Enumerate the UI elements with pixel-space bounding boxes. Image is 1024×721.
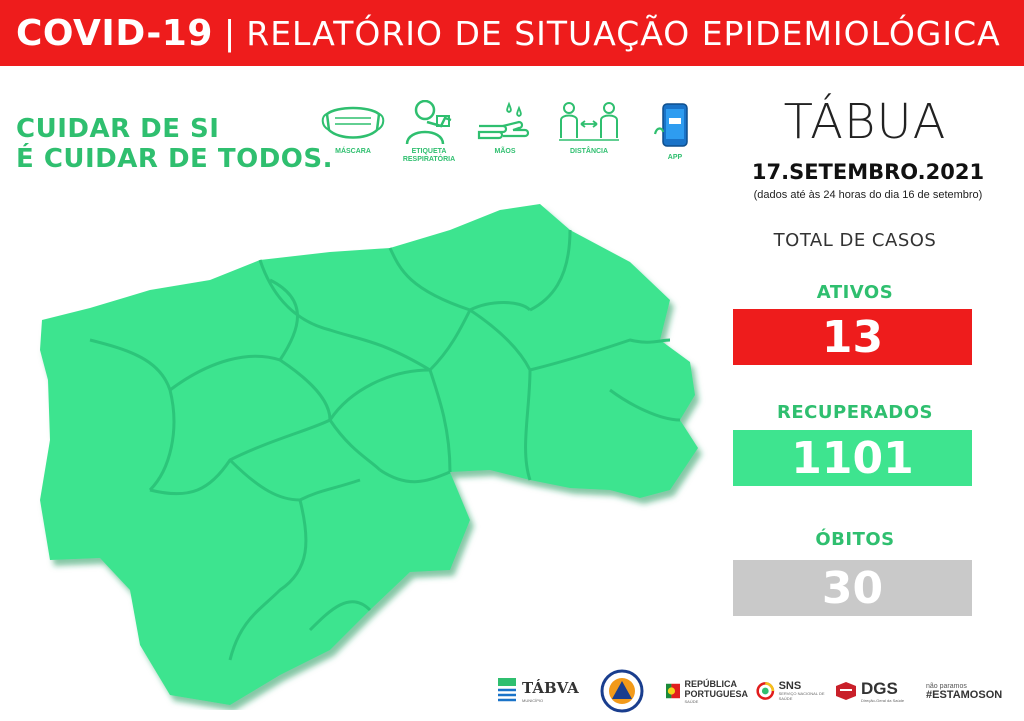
- mask-label: MÁSCARA: [335, 148, 371, 155]
- respiratory-etiquette-icon: [405, 100, 452, 145]
- recovered-value-box: 1101: [733, 430, 972, 486]
- tabua-emblem-icon: [498, 678, 516, 702]
- header-title-report: RELATÓRIO DE SITUAÇÃO EPIDEMIOLÓGICA: [246, 13, 1001, 53]
- report-date: 17.SETEMBRO.2021: [751, 160, 985, 184]
- data-cutoff-note: (dados até às 24 horas do dia 16 de sete…: [753, 189, 983, 201]
- slogan-line-1: CUIDAR DE SI: [16, 114, 220, 144]
- app-icon-item: APP: [640, 100, 710, 162]
- municipality-name: TÁBUA: [783, 94, 947, 150]
- hands-icon: [477, 101, 530, 140]
- dgs-icon: [836, 682, 856, 700]
- sns-text: SNS: [778, 680, 802, 692]
- hands-label: MÃOS: [494, 148, 516, 155]
- active-value: 13: [821, 311, 884, 363]
- recovered-value: 1101: [791, 432, 914, 484]
- republica-line1: REPÚBLICA: [684, 678, 737, 689]
- respiratory-icon-item: ETIQUETA RESPIRATÓRIA: [394, 100, 464, 164]
- slogan: CUIDAR DE SI É CUIDAR DE TODOS.: [16, 114, 333, 174]
- portugal-flag-icon: [666, 683, 681, 699]
- header-title-covid: COVID-19: [16, 12, 213, 54]
- mask-icon-item: MÁSCARA: [318, 100, 388, 156]
- municipality-map: [40, 204, 698, 705]
- tabua-logo-text: TÁBVA: [522, 678, 579, 697]
- dgs-text: DGS: [861, 678, 898, 698]
- civil-protection-icon: [600, 669, 644, 713]
- map-outline: [40, 204, 698, 705]
- hands-icon-item: MÃOS: [470, 100, 540, 156]
- distance-icon-item: DISTÂNCIA: [554, 100, 624, 156]
- deaths-value: 30: [821, 562, 884, 614]
- slogan-line-2: É CUIDAR DE TODOS.: [16, 144, 333, 174]
- app-label: APP: [667, 154, 683, 161]
- partner-logos: TÁBVA MUNICÍPIO REPÚBLICA PORTUGUESA SAÚ…: [496, 666, 1020, 716]
- deaths-label: ÓBITOS: [815, 529, 895, 550]
- dgs-sub: Direção-Geral da Saúde: [861, 697, 905, 703]
- sns-sub: SERVIÇO NACIONAL DE SAÚDE: [778, 691, 825, 701]
- prevention-icons: MÁSCARA ETIQUETA RESPIRATÓRIA MÃOS DISTÂ…: [318, 100, 698, 180]
- tabua-logo-sub: MUNICÍPIO: [522, 697, 544, 703]
- civil-protection-logo: [600, 666, 646, 716]
- republica-portuguesa-logo: REPÚBLICA PORTUGUESA SAÚDE: [666, 666, 748, 716]
- sns-logo: SNS SERVIÇO NACIONAL DE SAÚDE: [756, 666, 830, 716]
- recovered-label: RECUPERADOS: [777, 402, 933, 423]
- estamos-text: #ESTAMOSON: [926, 688, 1003, 701]
- estamos-top: não paramos: [926, 682, 967, 690]
- header-bar: COVID-19 | RELATÓRIO DE SITUAÇÃO EPIDEMI…: [0, 0, 1024, 66]
- distance-icon: [559, 102, 619, 141]
- active-label: ATIVOS: [816, 282, 894, 303]
- map-parish-borders: [89, 229, 681, 661]
- app-icon: [653, 103, 688, 147]
- dgs-logo: DGS Direção-Geral da Saúde: [834, 666, 920, 716]
- sns-icon: [756, 682, 775, 700]
- republica-line2: PORTUGUESA: [684, 688, 748, 699]
- mask-icon: [321, 106, 385, 139]
- tabua-logo: TÁBVA MUNICÍPIO: [496, 666, 586, 716]
- deaths-value-box: 30: [733, 560, 972, 616]
- estamos-on-logo: não paramos #ESTAMOSON: [926, 666, 1020, 716]
- respiratory-label: ETIQUETA RESPIRATÓRIA: [402, 148, 456, 163]
- total-cases-label: TOTAL DE CASOS: [773, 230, 937, 251]
- active-value-box: 13: [733, 309, 972, 365]
- distance-label: DISTÂNCIA: [569, 148, 609, 155]
- republica-sub: SAÚDE: [684, 698, 699, 704]
- header-separator: |: [224, 12, 235, 53]
